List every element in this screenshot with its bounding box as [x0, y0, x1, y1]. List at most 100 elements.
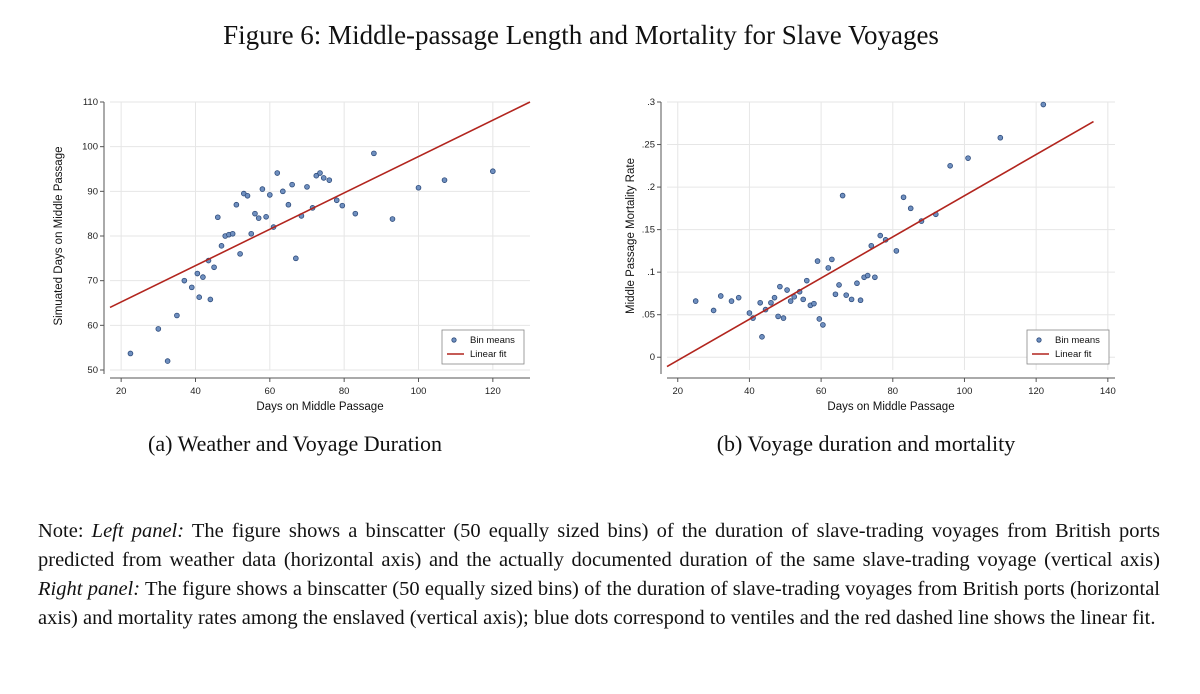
- data-point: [803, 277, 810, 284]
- data-point: [248, 230, 255, 237]
- data-point: [907, 205, 914, 212]
- data-point: [229, 230, 236, 237]
- data-point: [214, 214, 221, 221]
- data-point: [174, 312, 180, 319]
- data-point: [211, 264, 217, 271]
- data-point: [252, 210, 258, 217]
- data-point: [127, 350, 134, 357]
- y-axis-title: Simuated Days on Middle Passage: [53, 147, 65, 326]
- data-point: [947, 163, 953, 169]
- legend-bin-means-marker: [1036, 337, 1042, 343]
- data-point: [893, 248, 900, 254]
- data-point: [800, 296, 806, 303]
- legend-bin-means-label: Bin means: [1055, 335, 1100, 346]
- data-point: [877, 232, 884, 239]
- data-point: [836, 282, 842, 288]
- data-point: [848, 296, 855, 303]
- data-point: [490, 168, 496, 175]
- data-point: [194, 270, 201, 277]
- caption-b: (b) Voyage duration and mortality: [716, 431, 1016, 456]
- data-point: [389, 216, 396, 222]
- y-tick-label: .1: [647, 267, 655, 278]
- data-point: [371, 150, 377, 157]
- y-tick-label: .25: [642, 140, 655, 151]
- data-point: [293, 255, 299, 262]
- x-tick-label: 80: [339, 386, 350, 397]
- chart-right-duration-mortality: 0 .05 .1 .15 .2 .25 .3 20 40 60 80 100 120 140 Days on…: [625, 97, 1116, 413]
- data-point: [313, 172, 320, 179]
- data-point: [784, 287, 790, 293]
- data-point: [320, 175, 327, 181]
- data-point: [872, 274, 878, 281]
- note-left-text: The figure shows a binscatter (50 equall…: [38, 520, 1160, 571]
- x-tick-label: 40: [744, 386, 755, 397]
- data-point: [692, 298, 699, 304]
- data-point: [787, 298, 794, 304]
- data-point: [857, 297, 864, 304]
- x-tick-label: 120: [1028, 386, 1044, 397]
- x-tick-label: 120: [485, 386, 501, 397]
- data-point: [811, 300, 817, 307]
- data-point: [832, 291, 839, 298]
- data-point: [280, 188, 286, 195]
- data-point: [274, 170, 281, 176]
- data-point: [710, 307, 717, 314]
- legend-linear-fit-label: Linear fit: [470, 349, 507, 360]
- data-point: [285, 201, 292, 208]
- y-tick-label: 50: [87, 365, 98, 376]
- legend-linear-fit-label: Linear fit: [1055, 349, 1092, 360]
- x-tick-label: 140: [1100, 386, 1116, 397]
- data-point: [791, 294, 798, 300]
- x-tick-label: 20: [116, 386, 127, 397]
- data-point: [854, 280, 860, 287]
- x-tick-label: 20: [672, 386, 683, 397]
- data-point: [768, 299, 774, 306]
- note-prefix: Note:: [38, 520, 92, 542]
- data-point: [196, 294, 203, 300]
- data-point: [263, 213, 269, 220]
- data-point: [441, 177, 448, 183]
- y-tick-label: 70: [87, 276, 98, 287]
- y-tick-label: 100: [82, 142, 98, 153]
- data-point: [746, 310, 753, 316]
- data-point: [757, 299, 763, 306]
- data-point: [352, 210, 359, 217]
- data-point: [829, 256, 835, 263]
- y-tick-label: .05: [642, 310, 655, 321]
- data-point: [775, 313, 781, 320]
- y-tick-label: 110: [83, 97, 98, 108]
- data-point: [816, 316, 823, 322]
- data-point: [200, 274, 206, 280]
- chart-left-weather-duration: 50 60 70 80 90 100 110 20 40 60 80 100 120 Days on Mi…: [53, 97, 531, 413]
- data-point: [218, 243, 225, 249]
- linear-fit-line: [109, 101, 531, 309]
- data-point: [771, 294, 778, 301]
- figure-title: Figure 6: Middle-passage Length and Mort…: [223, 20, 939, 50]
- data-point: [864, 272, 871, 279]
- data-point: [777, 283, 783, 290]
- data-point: [728, 298, 735, 304]
- data-point: [717, 293, 724, 299]
- y-tick-label: 80: [87, 231, 98, 242]
- data-point: [839, 192, 846, 199]
- data-point: [188, 284, 195, 291]
- y-tick-label: 60: [87, 320, 98, 331]
- data-point: [1040, 101, 1047, 108]
- y-tick-label: 90: [87, 186, 98, 197]
- legend-bin-means-label: Bin means: [470, 335, 515, 346]
- data-point: [735, 294, 742, 301]
- note-right-text: The figure shows a binscatter (50 equall…: [38, 578, 1160, 629]
- data-point: [237, 251, 243, 257]
- x-axis-title: Days on Middle Passage: [256, 401, 383, 413]
- data-point: [255, 215, 262, 221]
- data-point: [868, 242, 875, 249]
- data-point: [267, 192, 273, 198]
- x-tick-label: 100: [957, 386, 973, 397]
- y-tick-label: .15: [642, 225, 655, 236]
- y-axis-title: Middle Passage Mortality Rate: [625, 158, 637, 314]
- data-point: [997, 134, 1004, 141]
- x-tick-label: 100: [411, 386, 427, 397]
- y-tick-label: 0: [650, 352, 655, 363]
- data-point: [759, 334, 765, 340]
- x-tick-label: 60: [816, 386, 827, 397]
